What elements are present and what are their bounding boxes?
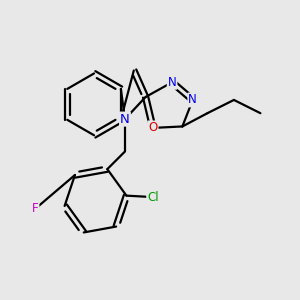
Text: N: N	[168, 76, 176, 89]
Text: F: F	[32, 202, 38, 215]
Text: Cl: Cl	[147, 190, 159, 204]
Text: N: N	[120, 112, 130, 126]
Text: N: N	[188, 93, 197, 106]
Text: O: O	[148, 122, 158, 134]
